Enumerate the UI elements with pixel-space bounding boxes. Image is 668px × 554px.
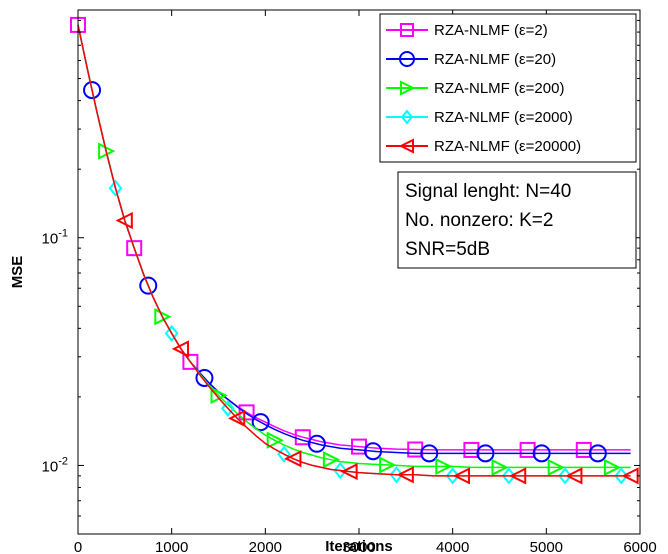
- series-marker-2: [83, 81, 102, 100]
- legend-marker-2: [399, 51, 415, 67]
- info-annotation: Signal lenght: N=40 No. nonzero: K=2 SNR…: [397, 171, 637, 269]
- series-marker-3: [547, 458, 565, 477]
- series-layer: [70, 16, 639, 485]
- series-marker-3: [603, 458, 622, 477]
- series-marker-3: [435, 457, 453, 476]
- legend-label-2: RZA-NLMF (ε=20): [434, 51, 556, 68]
- legend-label-5: RZA-NLMF (ε=20000): [434, 138, 581, 155]
- series-marker-4: [614, 467, 629, 485]
- series-marker-3: [322, 451, 341, 469]
- legend-label-3: RZA-NLMF (ε=200): [434, 80, 564, 97]
- x-tick-label: 3000: [342, 539, 375, 554]
- series-marker-5: [396, 466, 414, 484]
- series-marker-4: [164, 324, 179, 343]
- series-marker-5: [508, 467, 527, 485]
- legend-label-4: RZA-NLMF (ε=2000): [434, 109, 573, 126]
- series-marker-2: [476, 444, 495, 463]
- series-marker-3: [266, 431, 284, 449]
- info-box-frame: [397, 171, 637, 269]
- series-marker-4: [389, 466, 404, 484]
- legend-marker-1: [400, 23, 414, 37]
- y-tick-label: 10-1: [42, 228, 68, 248]
- x-axis: 0 1000 2000 3000 4000 5000 6000: [74, 10, 657, 554]
- series-marker-2: [420, 444, 439, 463]
- series-marker-5: [565, 467, 583, 485]
- series-marker-2: [251, 413, 270, 432]
- series-marker-5: [340, 462, 358, 481]
- info-line-nonzero: No. nonzero: K=2: [405, 210, 553, 231]
- series-marker-5: [115, 211, 133, 230]
- series-marker-3: [491, 458, 509, 477]
- x-tick-label: 4000: [436, 539, 469, 554]
- series-marker-1: [182, 353, 199, 370]
- series-marker-4: [558, 467, 572, 485]
- series-marker-4: [220, 399, 235, 418]
- legend: RZA-NLMF (ε=2) RZA-NLMF (ε=20) RZA-NLMF (ε…: [379, 13, 637, 163]
- x-tick-label: 6000: [623, 539, 656, 554]
- legend-marker-3: [400, 80, 416, 96]
- series-marker-1: [126, 240, 143, 257]
- info-line-signal-length: Signal lenght: N=40: [405, 181, 571, 202]
- y-tick-label: 10-2: [42, 455, 68, 475]
- x-tick-label: 5000: [530, 539, 563, 554]
- series-marker-2: [532, 444, 551, 463]
- y-axis-title: MSE: [9, 256, 26, 289]
- series-marker-4: [501, 467, 516, 485]
- series-marker-2: [307, 434, 326, 453]
- x-tick-label: 0: [74, 539, 82, 554]
- series-marker-2: [364, 442, 383, 461]
- info-line-snr: SNR=5dB: [405, 239, 490, 260]
- y-axis: 10-2 10-1: [42, 9, 640, 535]
- series-marker-4: [333, 461, 348, 480]
- legend-marker-5: [398, 138, 414, 154]
- series-marker-3: [154, 308, 172, 326]
- series-marker-5: [171, 340, 190, 358]
- series-marker-2: [588, 444, 607, 463]
- series-marker-2: [139, 276, 158, 295]
- series-marker-1: [238, 404, 255, 421]
- series-marker-3: [98, 142, 116, 160]
- series-marker-5: [284, 450, 302, 468]
- series-marker-4: [445, 467, 460, 485]
- legend-label-1: RZA-NLMF (ε=2): [434, 22, 548, 39]
- series-marker-5: [452, 467, 471, 485]
- series-marker-4: [108, 179, 123, 197]
- x-tick-label: 1000: [155, 539, 188, 554]
- series-marker-5: [227, 409, 246, 427]
- legend-marker-4: [400, 109, 414, 125]
- series-marker-2: [195, 368, 214, 387]
- x-tick-label: 2000: [249, 539, 282, 554]
- series-marker-3: [379, 456, 397, 474]
- x-axis-title: Iterations: [325, 538, 393, 554]
